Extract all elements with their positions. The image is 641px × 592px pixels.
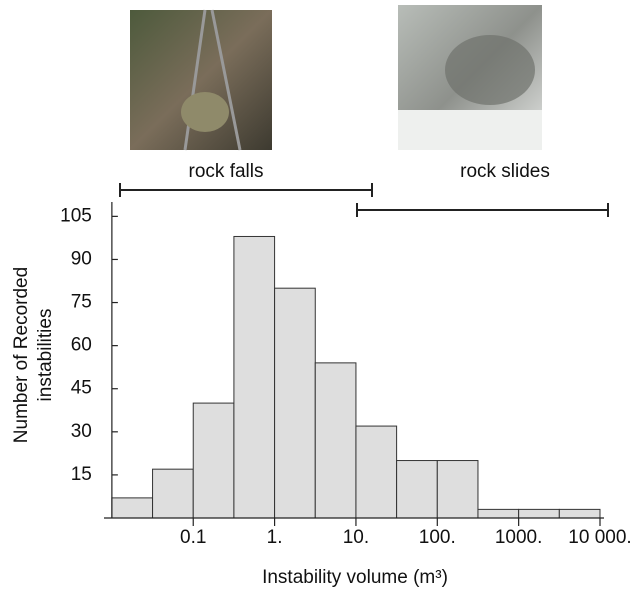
range-bracket [120, 183, 608, 217]
bar [519, 509, 560, 518]
bar [356, 426, 397, 518]
bar [234, 236, 275, 518]
y-tick-label: 30 [71, 421, 92, 442]
bar [478, 509, 519, 518]
y-tick-label: 75 [71, 292, 92, 313]
y-axis-label: Number of Recorded [11, 267, 32, 443]
y-axis-label-group: Number of Recorded instabilities [11, 267, 56, 443]
annotation: rock slides [460, 161, 550, 182]
bar [112, 498, 153, 518]
y-tick-label: 105 [60, 205, 92, 226]
bar [153, 469, 194, 518]
x-tick-label: 10. [343, 527, 369, 548]
x-tick-label: 1. [267, 527, 283, 548]
photo-rock-slide [398, 5, 542, 150]
photo-rock-fall [130, 10, 272, 150]
bar [559, 509, 600, 518]
bar [397, 461, 438, 518]
bar [315, 363, 356, 518]
annotation: rock falls [189, 161, 264, 182]
bar [193, 403, 234, 518]
x-tick-label: 10 000. [568, 527, 631, 548]
y-tick-label: 60 [71, 335, 92, 356]
y-axis-label: instabilities [35, 309, 56, 402]
x-tick-label: 0.1 [180, 527, 206, 548]
bar [437, 461, 478, 518]
bar [275, 288, 316, 518]
x-tick-label: 100. [419, 527, 456, 548]
y-tick-label: 15 [71, 464, 92, 485]
x-tick-label: 1000. [495, 527, 543, 548]
chart: rock falls rock slides Instability volum… [0, 0, 641, 592]
y-tick-label: 45 [71, 378, 92, 399]
y-tick-label: 90 [71, 248, 92, 269]
x-axis-label: Instability volume (m³) [262, 567, 448, 588]
